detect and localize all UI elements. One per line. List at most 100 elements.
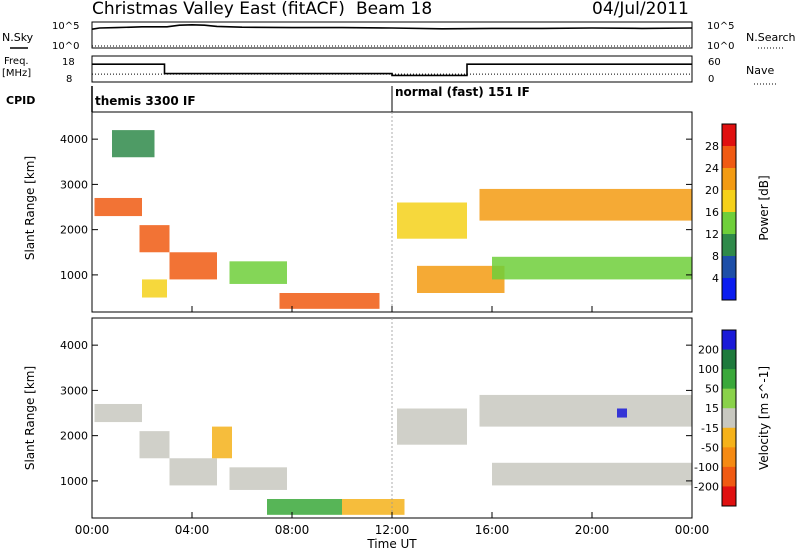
velocity-y-ticks: 1000 2000 3000 4000 xyxy=(60,339,692,488)
velocity-band-2 xyxy=(169,458,217,486)
velocity-band-1 xyxy=(139,431,170,459)
station-title: Christmas Valley East (fitACF) xyxy=(92,0,345,19)
velocity-band-3 xyxy=(212,426,232,459)
nsky-left-tick-top: 10^5 xyxy=(52,21,79,32)
nsky-right-tick-bottom: 10^0 xyxy=(707,41,734,52)
velocity-y-tick-label-2: 3000 xyxy=(60,384,88,397)
velocity-colorbar-tick-3: 15 xyxy=(705,402,719,415)
power-colorbar-swatch-4 xyxy=(722,212,736,235)
freq-panel: Freq. [MHz] 18 8 60 0 Nave xyxy=(2,55,778,85)
velocity-band-0 xyxy=(94,403,142,423)
velocity-band-9 xyxy=(492,462,692,486)
velocity-panel: 1000 2000 3000 4000 Slant Range [km] 200 100… xyxy=(23,317,771,519)
power-panel: 1000 2000 3000 4000 Slant Range [km] 4 8 12 16… xyxy=(23,111,771,313)
x-axis-ticks: 00:00 04:00 08:00 12:00 16:00 20:00 00:00 xyxy=(75,306,710,537)
power-band-3 xyxy=(142,279,167,298)
freq-unit: [MHz] xyxy=(2,68,31,79)
power-ylabel: Slant Range [km] xyxy=(23,156,37,260)
power-colorbar-tick-1: 8 xyxy=(712,250,719,263)
power-band-7 xyxy=(417,265,505,293)
velocity-colorbar-label: Velocity [m s^-1] xyxy=(757,366,771,470)
velocity-colorbar-swatch-6 xyxy=(722,447,736,468)
power-y-tick-label-1: 2000 xyxy=(60,224,88,237)
cpid-segment-0: themis 3300 IF xyxy=(95,94,196,108)
velocity-colorbar-swatch-5 xyxy=(722,427,736,448)
power-colorbar-swatch-0 xyxy=(722,124,736,147)
velocity-y-tick-label-1: 2000 xyxy=(60,430,88,443)
power-colorbar-tick-2: 12 xyxy=(705,228,719,241)
velocity-band-6 xyxy=(342,498,405,515)
velocity-bands xyxy=(94,394,692,515)
power-colorbar-swatch-1 xyxy=(722,146,736,169)
velocity-colorbar-swatch-2 xyxy=(722,369,736,390)
power-colorbar-swatch-3 xyxy=(722,190,736,213)
velocity-y-tick-label-3: 4000 xyxy=(60,339,88,352)
velocity-band-8 xyxy=(479,394,692,427)
velocity-colorbar-frame xyxy=(721,329,737,507)
power-colorbar-frame xyxy=(721,123,737,301)
x-tick-label-2: 08:00 xyxy=(275,523,310,537)
power-colorbar-swatch-5 xyxy=(722,234,736,257)
freq-tick-top: 18 xyxy=(62,57,75,68)
power-colorbar-swatch-2 xyxy=(722,168,736,191)
date-title: 04/Jul/2011 xyxy=(592,0,689,19)
nave-label: Nave xyxy=(746,64,774,77)
power-band-2 xyxy=(169,252,217,280)
cpid-segment-1: normal (fast) 151 IF xyxy=(395,85,530,99)
cpid-label: CPID xyxy=(6,94,35,107)
nsky-left-tick-bottom: 10^0 xyxy=(52,41,79,52)
power-band-1 xyxy=(139,225,170,253)
power-bands xyxy=(94,130,692,309)
power-y-ticks: 1000 2000 3000 4000 xyxy=(60,133,692,282)
power-colorbar-tick-4: 20 xyxy=(705,184,719,197)
nsky-label: N.Sky xyxy=(2,31,34,44)
velocity-colorbar-tick-0: 200 xyxy=(698,344,719,357)
nave-tick-top: 60 xyxy=(708,57,721,68)
velocity-colorbar-tick-4: -15 xyxy=(701,422,719,435)
velocity-colorbar-tick-5: -50 xyxy=(701,441,719,454)
power-band-0 xyxy=(94,197,142,217)
power-band-4 xyxy=(229,261,287,284)
nsky-panel: N.Sky 10^5 10^0 10^5 10^0 N.Search xyxy=(2,21,796,52)
power-y-tick-label-3: 4000 xyxy=(60,133,88,146)
power-colorbar-tick-3: 16 xyxy=(705,206,719,219)
x-tick-label-6: 00:00 xyxy=(675,523,710,537)
power-y-tick-label-2: 3000 xyxy=(60,178,88,191)
velocity-colorbar: 200 100 50 15 -15 -50 -100 -200 xyxy=(694,329,737,507)
velocity-colorbar-tick-2: 50 xyxy=(705,383,719,396)
power-colorbar-tick-0: 4 xyxy=(712,272,719,285)
x-tick-label-1: 04:00 xyxy=(175,523,210,537)
velocity-band-7 xyxy=(397,408,467,445)
nsky-frame xyxy=(91,21,693,49)
nave-tick-bottom: 0 xyxy=(708,74,714,85)
velocity-colorbar-swatch-3 xyxy=(722,388,736,409)
velocity-colorbar-tick-6: -100 xyxy=(694,461,719,474)
velocity-colorbar-swatch-0 xyxy=(722,330,736,351)
velocity-ylabel: Slant Range [km] xyxy=(23,366,37,470)
velocity-colorbar-swatch-8 xyxy=(722,486,736,507)
power-colorbar-tick-6: 28 xyxy=(705,140,719,153)
power-y-tick-label-0: 1000 xyxy=(60,269,88,282)
power-band-6 xyxy=(397,202,467,239)
velocity-band-4 xyxy=(229,467,287,490)
power-band-9 xyxy=(492,256,692,280)
power-band-10 xyxy=(112,130,155,158)
x-tick-label-3: 12:00 xyxy=(375,523,410,537)
freq-label: Freq. xyxy=(4,56,29,67)
nsky-right-tick-top: 10^5 xyxy=(707,21,734,32)
power-colorbar-swatch-6 xyxy=(722,256,736,279)
power-colorbar-swatch-7 xyxy=(722,278,736,301)
power-colorbar: 4 8 12 16 20 24 28 xyxy=(705,123,737,301)
x-tick-label-5: 20:00 xyxy=(575,523,610,537)
cpid-row: CPID themis 3300 IF normal (fast) 151 IF xyxy=(6,85,530,112)
x-tick-label-4: 16:00 xyxy=(475,523,510,537)
freq-frame xyxy=(91,55,693,83)
velocity-y-tick-label-0: 1000 xyxy=(60,475,88,488)
power-band-5 xyxy=(279,292,380,309)
power-colorbar-label: Power [dB] xyxy=(757,175,771,240)
velocity-colorbar-tick-1: 100 xyxy=(698,363,719,376)
nsearch-label: N.Search xyxy=(746,31,796,44)
velocity-colorbar-tick-7: -200 xyxy=(694,480,719,493)
power-colorbar-tick-5: 24 xyxy=(705,162,719,175)
